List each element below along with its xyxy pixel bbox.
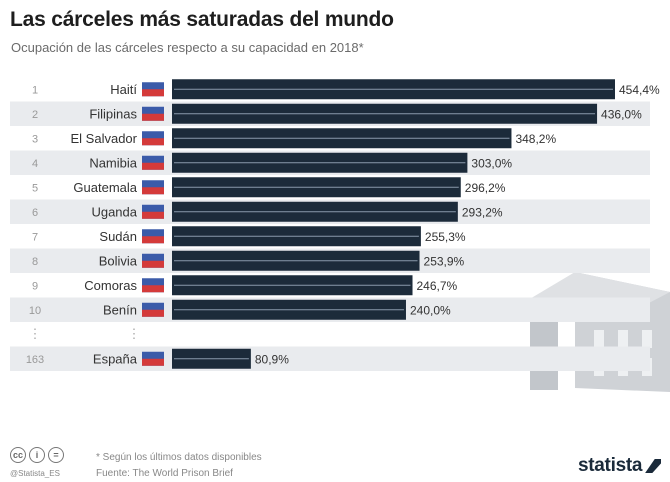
flag-icon: [142, 351, 164, 366]
flag-stripe: [142, 187, 164, 195]
rank-label: 8: [32, 256, 38, 268]
license-icons: cc i =: [10, 447, 64, 463]
flag-stripe: [142, 89, 164, 97]
flag-stripe: [142, 285, 164, 293]
flag-icon: [142, 106, 164, 121]
building-window: [642, 330, 652, 348]
country-label: Guatemala: [73, 180, 137, 195]
flag-stripe: [142, 236, 164, 244]
flag-stripe: [142, 358, 164, 366]
row-stripe: [10, 346, 650, 371]
source-note: Fuente: The World Prison Brief: [96, 468, 233, 479]
statista-mark-icon: [645, 459, 662, 473]
brand-name: statista: [578, 455, 643, 476]
cc-icon: cc: [10, 447, 26, 463]
flag-icon: [142, 180, 164, 195]
country-label: Bolivia: [99, 253, 138, 268]
value-label: 296,2%: [465, 181, 506, 195]
flag-stripe: [142, 138, 164, 146]
country-label: Haití: [110, 82, 137, 97]
flag-stripe: [142, 309, 164, 317]
rank-label: 1: [32, 84, 38, 96]
rank-label: 7: [32, 231, 38, 243]
building-window: [618, 330, 628, 348]
country-label: Comoras: [84, 278, 137, 293]
country-label: Sudán: [99, 229, 137, 244]
value-label: 246,7%: [417, 279, 458, 293]
rank-label: 6: [32, 207, 38, 219]
flag-icon: [142, 204, 164, 219]
flag-icon: [142, 82, 164, 97]
by-icon: i: [29, 447, 45, 463]
country-label: Namibia: [89, 155, 137, 170]
footer-notes: * Según los últimos datos disponibles Fu…: [96, 450, 262, 482]
rank-label: 3: [32, 133, 38, 145]
value-label: 80,9%: [255, 352, 289, 366]
rank-label: 9: [32, 280, 38, 292]
bar-chart: 1 Haití 454,4% 2 Filipinas 436,0% 3 El Salvador…: [10, 79, 670, 392]
value-label: 255,3%: [425, 230, 466, 244]
flag-icon: [142, 278, 164, 293]
prison-building-illustration: [524, 272, 670, 392]
flag-icon: [142, 155, 164, 170]
country-label: Uganda: [91, 204, 137, 219]
chart-subtitle: Ocupación de las cárceles respecto a su …: [11, 40, 364, 55]
flag-stripe: [142, 260, 164, 268]
flag-icon: [142, 302, 164, 317]
building-window: [594, 330, 604, 348]
flag-stripe: [142, 113, 164, 121]
value-label: 436,0%: [601, 107, 642, 121]
flag-stripe: [142, 162, 164, 170]
nd-icon: =: [48, 447, 64, 463]
ellipsis-country: ⋮: [128, 326, 141, 341]
flag-icon: [142, 229, 164, 244]
rank-label: 4: [32, 158, 38, 170]
value-label: 454,4%: [619, 83, 660, 97]
flag-icon: [142, 253, 164, 268]
flag-icon: [142, 131, 164, 146]
value-label: 293,2%: [462, 205, 503, 219]
footnote: * Según los últimos datos disponibles: [96, 452, 262, 463]
country-label: Benín: [103, 302, 137, 317]
statista-logo[interactable]: statista: [578, 455, 662, 477]
value-label: 253,9%: [424, 254, 465, 268]
rank-label: 163: [26, 354, 44, 366]
chart-title: Las cárceles más saturadas del mundo: [10, 8, 394, 31]
value-label: 303,0%: [471, 156, 512, 170]
country-label: Filipinas: [89, 106, 137, 121]
country-label: El Salvador: [71, 131, 138, 146]
ellipsis-rank: ⋮: [29, 326, 42, 341]
country-label: España: [93, 351, 138, 366]
social-handle: @Statista_ES: [10, 469, 60, 478]
value-label: 240,0%: [410, 303, 451, 317]
flag-stripe: [142, 211, 164, 219]
rank-label: 10: [29, 305, 41, 317]
value-label: 348,2%: [515, 132, 556, 146]
rank-label: 2: [32, 109, 38, 121]
rank-label: 5: [32, 182, 38, 194]
